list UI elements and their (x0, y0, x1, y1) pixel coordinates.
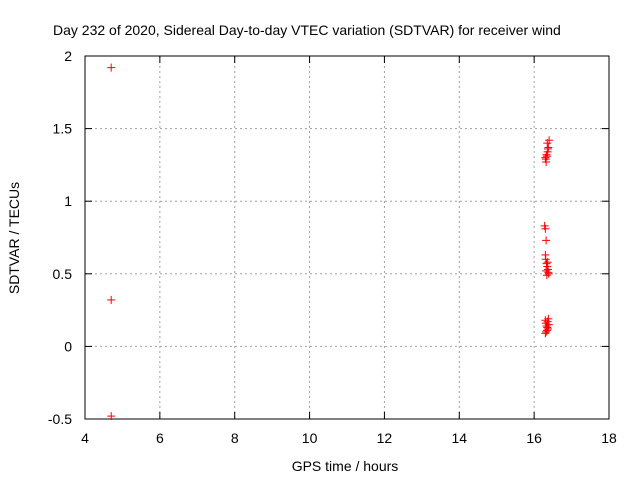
data-point (541, 224, 550, 233)
data-point (543, 139, 552, 148)
chart-title: Day 232 of 2020, Sidereal Day-to-day VTE… (53, 22, 561, 38)
y-tick-label: 1.5 (53, 121, 73, 137)
plot-frame (84, 55, 610, 420)
data-point (107, 412, 116, 421)
data-point (542, 150, 551, 159)
data-points (107, 63, 554, 421)
x-tick-label: 4 (81, 430, 89, 446)
x-tick-label: 6 (156, 430, 164, 446)
data-point (543, 144, 552, 153)
data-point (541, 155, 550, 164)
axis-ticks (84, 55, 610, 420)
y-tick-label: 2 (64, 48, 72, 64)
data-point (542, 266, 551, 275)
x-tick-label: 8 (231, 430, 239, 446)
data-point (107, 295, 116, 304)
y-axis-label: SDTVAR / TECUs (6, 182, 22, 294)
data-point (543, 258, 552, 267)
x-axis-label: GPS time / hours (292, 458, 399, 474)
x-tick-label: 18 (601, 430, 617, 446)
grid-lines (85, 56, 609, 419)
x-tick-label: 14 (451, 430, 467, 446)
y-tick-label: 1 (64, 193, 72, 209)
x-tick-label: 10 (302, 430, 318, 446)
data-point (543, 317, 552, 326)
y-tick-label: 0 (64, 338, 72, 354)
data-point (541, 329, 550, 338)
y-tick-label: -0.5 (48, 411, 72, 427)
y-axis-tick-labels: -0.5 0 0.5 1 1.5 2 (48, 48, 72, 427)
data-point (542, 271, 551, 280)
data-point (542, 327, 551, 336)
x-axis-tick-labels: 4 6 8 10 12 14 16 18 (81, 430, 617, 446)
y-tick-label: 0.5 (53, 266, 73, 282)
x-tick-label: 12 (377, 430, 393, 446)
data-point (107, 63, 116, 72)
x-tick-label: 16 (526, 430, 542, 446)
data-point (542, 236, 551, 245)
